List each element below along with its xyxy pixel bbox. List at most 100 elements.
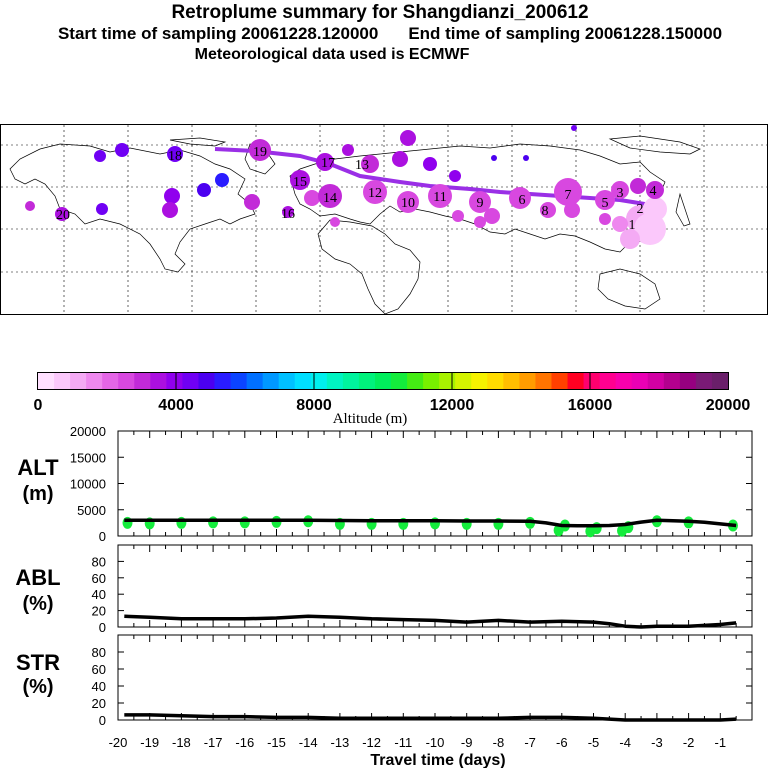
ytick-label: 15000: [70, 450, 106, 465]
panel-frame: [117, 544, 753, 628]
colorbar-swatch: [198, 373, 216, 389]
plume-marker: [484, 208, 500, 224]
colorbar-swatch: [567, 373, 585, 389]
plume-marker: [96, 203, 108, 215]
panel-ylabel: STR: [16, 650, 60, 675]
colorbar-swatch: [246, 373, 264, 389]
plume-marker: [197, 183, 211, 197]
colorbar-swatch: [647, 373, 665, 389]
colorbar-swatch: [374, 373, 392, 389]
xtick-label: -17: [204, 735, 223, 750]
ytick-label: 0: [99, 529, 106, 544]
plume-marker: [290, 170, 310, 190]
ytick-label: 40: [92, 679, 106, 694]
xtick-label: -1: [715, 735, 727, 750]
source-area-marker: [643, 197, 667, 221]
colorbar-swatch: [679, 373, 697, 389]
plume-day-label: 6: [519, 193, 526, 208]
plume-day-label: 14: [323, 191, 337, 206]
xtick-label: -7: [524, 735, 536, 750]
xtick-label: -20: [109, 735, 128, 750]
panel-ylabel-unit: (%): [22, 593, 53, 615]
colorbar-swatch: [503, 373, 520, 389]
panel-ylabel-unit: (%): [22, 676, 53, 698]
plume-marker: [342, 144, 354, 156]
plume-marker: [452, 210, 464, 222]
ytick-label: 40: [92, 587, 106, 602]
colorbar-swatch: [38, 373, 55, 389]
plume-marker: [304, 190, 320, 206]
colorbar-swatch: [182, 373, 199, 389]
colorbar-tick-label: 0: [34, 397, 43, 414]
plume-marker: [164, 188, 180, 204]
colorbar-swatch: [519, 373, 536, 389]
met-data-label: Meteorological data used is ECMWF: [194, 46, 470, 63]
chart-title: Retroplume summary for Shangdianzi_20061…: [171, 2, 589, 23]
colorbar-swatch: [150, 373, 167, 389]
plume-marker: [115, 143, 129, 157]
panel-frame: [117, 634, 753, 721]
xtick-label: -2: [683, 735, 695, 750]
xtick-label: -13: [331, 735, 350, 750]
plume-marker: [361, 155, 379, 173]
colorbar-swatch: [134, 373, 151, 389]
plume-marker: [571, 125, 577, 131]
colorbar-swatch: [583, 373, 601, 389]
sampling-time-line: Start time of sampling 20061228.120000 En…: [6, 24, 768, 44]
colorbar-swatch: [551, 373, 569, 389]
plume-marker: [611, 181, 629, 199]
plume-day-label: 19: [253, 145, 267, 160]
colorbar-swatch: [711, 373, 729, 389]
plume-day-label: 16: [281, 207, 295, 222]
xtick-label: -4: [619, 735, 631, 750]
plume-marker: [397, 191, 419, 213]
plume-marker: [400, 130, 416, 146]
colorbar-swatch: [615, 373, 633, 389]
plume-day-label: 8: [542, 204, 549, 219]
xtick-label: -5: [588, 735, 600, 750]
colorbar-swatch: [70, 373, 87, 389]
retroplume-markers: 20 19 18 17 16 15 14 13 12 11 10 9 8 7 6 5 4 321: [25, 125, 667, 249]
colorbar-swatch: [54, 373, 71, 389]
colorbar-swatch: [262, 373, 280, 389]
source-area-marker: [634, 213, 666, 245]
xtick-label: -18: [172, 735, 191, 750]
plume-marker: [316, 153, 334, 171]
ytick-label: 20000: [70, 425, 106, 439]
xtick-label: -8: [493, 735, 505, 750]
panel-ylabel: ABL: [15, 565, 60, 590]
colorbar-swatch: [423, 373, 440, 389]
plume-day-label: 13: [355, 158, 369, 173]
plume-day-label: 11: [433, 190, 446, 205]
plume-marker: [244, 194, 260, 210]
altitude-colorbar: 0 4000 8000 12000 16000 20000 Altitude (m): [34, 372, 750, 427]
source-area-marker: [620, 229, 640, 249]
altitude-marker: [239, 516, 250, 529]
colorbar-swatch: [86, 373, 103, 389]
plume-marker: [25, 201, 35, 211]
plume-marker: [249, 139, 271, 161]
series-line: [124, 518, 737, 528]
plume-day-label: 15: [293, 175, 307, 190]
xtick-label: -10: [426, 735, 445, 750]
colorbar-swatch: [407, 373, 424, 389]
plume-day-label: 10: [401, 196, 415, 211]
plume-marker: [94, 150, 106, 162]
ytick-label: 0: [99, 620, 106, 635]
colorbar-swatch: [214, 373, 232, 389]
colorbar-swatch: [663, 373, 681, 389]
ytick-label: 80: [92, 645, 106, 660]
end-time-label: End time of sampling 20061228.150000: [408, 24, 723, 43]
plume-marker: [55, 207, 69, 221]
colorbar-swatch: [487, 373, 504, 389]
timeseries-panels: 05000100001500020000ALT(m)020406080ABL(%…: [15, 425, 753, 768]
colorbar-swatch: [535, 373, 552, 389]
plume-marker: [167, 146, 183, 162]
plume-marker: [428, 184, 452, 208]
plume-day-label: 9: [477, 196, 484, 211]
colorbar-swatch: [310, 373, 328, 389]
ytick-label: 60: [92, 571, 106, 586]
plume-marker: [330, 217, 340, 227]
ytick-label: 20: [92, 696, 106, 711]
panel-ylabel: ALT: [17, 455, 59, 480]
